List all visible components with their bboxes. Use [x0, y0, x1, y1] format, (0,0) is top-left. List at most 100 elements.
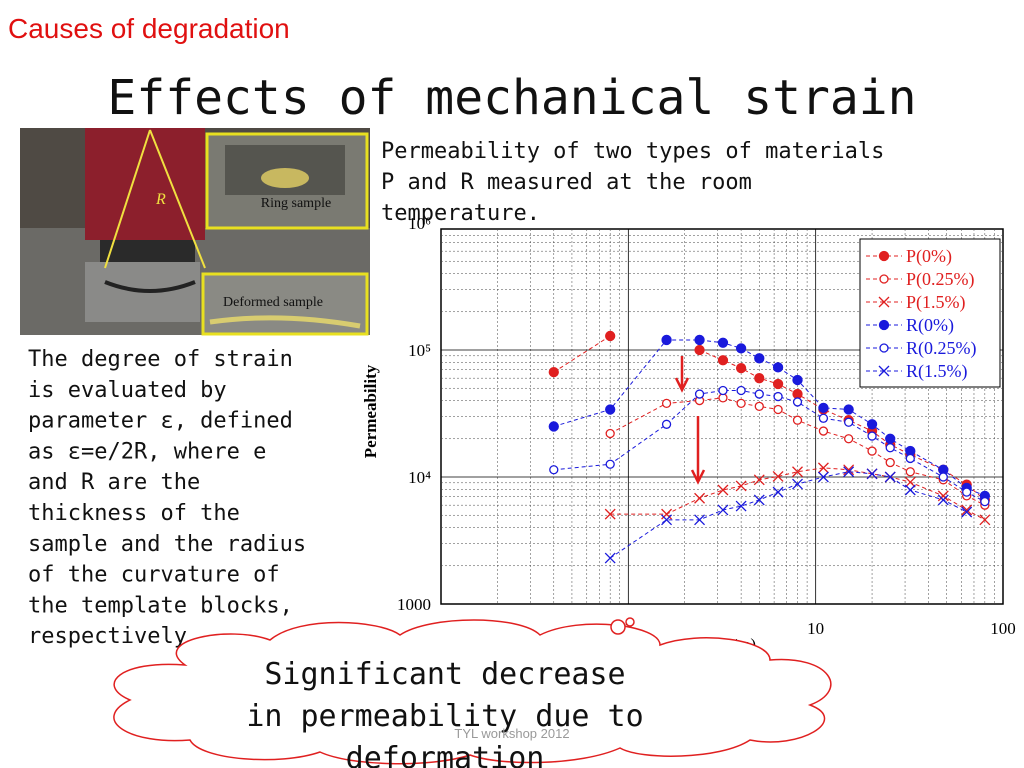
callout-bubble [610, 619, 626, 635]
description-line: the template blocks, [28, 593, 293, 618]
data-point [753, 474, 765, 486]
data-point [605, 459, 615, 469]
data-point [735, 362, 747, 374]
data-point [736, 398, 746, 409]
data-point [817, 471, 829, 483]
deformed-ring [209, 315, 361, 329]
data-point [661, 514, 673, 526]
description-line: sample and the radius [28, 532, 306, 557]
inset-label: Ring sample [261, 196, 331, 211]
data-point [604, 508, 616, 520]
data-point [717, 337, 729, 348]
callout-bubble [625, 617, 635, 627]
description-line: of the curvature of [28, 563, 280, 588]
data-point [754, 389, 764, 399]
caption: Permeability of two types of materials P … [381, 139, 884, 226]
radius-line [104, 129, 151, 269]
callout-line: deformation [346, 741, 545, 768]
data-point [818, 426, 829, 436]
caption-line: Permeability of two types of materials [381, 139, 884, 164]
caption-line: P and R measured at the room [381, 170, 752, 195]
y-tick-label: 10⁵ [408, 341, 431, 360]
ring [261, 168, 309, 188]
data-point [548, 366, 559, 378]
data-point [772, 378, 784, 390]
data-point [694, 334, 705, 346]
radius-label: R [155, 191, 166, 208]
data-point [773, 404, 783, 415]
arrow [674, 356, 690, 393]
legend-marker [878, 319, 890, 331]
legend-marker [878, 250, 890, 262]
callout-line: in permeability due to [246, 699, 643, 734]
data-point [735, 343, 747, 354]
data-point [661, 334, 672, 346]
data-point [961, 506, 973, 518]
data-point [905, 467, 915, 477]
data-point [735, 500, 747, 512]
data-point [772, 486, 784, 498]
data-point [549, 465, 559, 475]
y-tick-label: 1000 [397, 595, 431, 614]
data-point [979, 514, 991, 526]
data-point [792, 466, 803, 478]
series-line [553, 389, 986, 503]
data-point [961, 504, 973, 516]
legend-label: R(0%) [906, 315, 954, 336]
callout-cloud [113, 619, 832, 765]
data-point [904, 476, 916, 488]
photo: R Ring sample Deformed sample [20, 128, 370, 336]
data-point [694, 514, 706, 526]
data-point [772, 470, 784, 482]
data-point [604, 552, 616, 564]
data-point [867, 446, 877, 456]
description-line: and R are the [28, 470, 200, 495]
legend-label: P(0.25%) [906, 269, 975, 290]
data-point [818, 402, 829, 414]
header: Causes of degradation [8, 13, 290, 44]
data-point [717, 504, 729, 516]
legend-label: P(0%) [906, 246, 952, 267]
description-line: is evaluated by [28, 378, 227, 403]
data-point [843, 464, 855, 476]
y-axis-label: Permeability [361, 364, 380, 458]
inset-label: Deformed sample [223, 295, 323, 310]
data-point [843, 466, 855, 478]
series-line [699, 349, 986, 501]
data-point [754, 373, 765, 384]
data-point [937, 494, 949, 506]
data-point [980, 496, 990, 507]
data-point [938, 472, 948, 482]
data-point [792, 374, 803, 386]
sample [104, 280, 196, 293]
data-point [905, 453, 915, 464]
legend-marker [878, 365, 890, 377]
x-tick-label: 10 [807, 619, 824, 638]
data-point [753, 494, 765, 506]
y-tick-label: 10⁴ [408, 468, 431, 487]
data-point [866, 419, 878, 430]
data-point [866, 468, 878, 480]
data-point [844, 417, 854, 427]
legend-marker [879, 343, 889, 353]
data-point [605, 428, 615, 439]
data-point [773, 391, 783, 402]
data-point [661, 419, 672, 429]
description-line: The degree of strain [28, 347, 293, 372]
footer: TYL workshop 2012 [454, 726, 569, 741]
data-point [792, 397, 803, 407]
legend-label: R(1.5%) [906, 361, 968, 382]
series-line [609, 397, 986, 506]
data-point [548, 421, 559, 432]
description-line: respectively. [28, 624, 200, 649]
data-point [718, 385, 728, 396]
data-point [754, 401, 764, 411]
data-point [792, 415, 803, 425]
data-point [605, 404, 616, 415]
data-point [754, 353, 765, 364]
series-line [610, 467, 986, 521]
x-tick-label: 100 [990, 619, 1016, 638]
data-point [817, 462, 829, 474]
caption-line: temperature. [381, 201, 540, 226]
